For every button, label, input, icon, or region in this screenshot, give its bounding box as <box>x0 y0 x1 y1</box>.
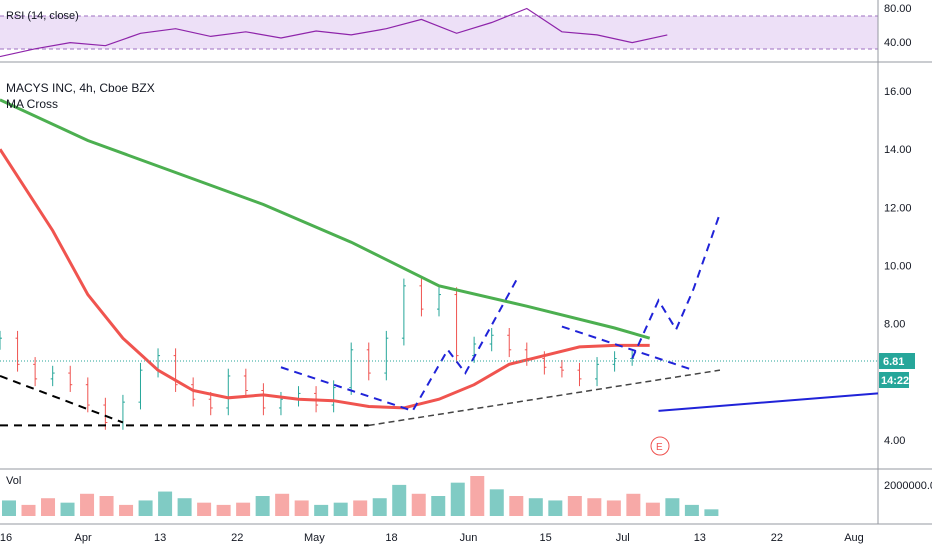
price-tick-label: 10.00 <box>884 261 912 273</box>
time-axis-label: 15 <box>540 532 552 544</box>
time-axis-label: 13 <box>154 532 166 544</box>
rsi-label: RSI (14, close) <box>6 10 79 22</box>
rsi-band <box>0 16 878 49</box>
time-axis-label: May <box>304 532 325 544</box>
volume-bar <box>509 496 524 516</box>
volume-bar <box>392 484 407 516</box>
volume-bar <box>470 476 485 516</box>
earnings-marker-label: E <box>656 442 663 453</box>
rsi-line-group <box>0 7 668 58</box>
ma-slow-line <box>0 98 651 340</box>
volume-bar <box>626 493 641 516</box>
volume-bar <box>353 500 368 516</box>
time-axis-label: 13 <box>694 532 706 544</box>
volume-bar <box>684 504 699 516</box>
countdown-badge <box>879 372 909 388</box>
last-price-text: 6.81 <box>883 356 904 368</box>
time-axis-label: Jun <box>460 532 478 544</box>
volume-bar <box>197 502 212 516</box>
volume-bar <box>567 496 582 516</box>
volume-bar <box>333 502 348 516</box>
volume-bar <box>528 498 543 516</box>
time-axis-label: Apr <box>75 532 92 544</box>
rsi-tick-40: 40.00 <box>884 37 912 49</box>
ma-fast-line <box>0 148 650 410</box>
solid-trend-line <box>658 392 879 412</box>
rsi-line <box>0 7 668 58</box>
volume-bar <box>99 496 114 516</box>
volume-bar <box>119 504 134 516</box>
volume-bar <box>177 498 192 516</box>
volume-bar <box>704 509 719 516</box>
price-tick-label: 8.00 <box>884 319 905 331</box>
volume-bar <box>80 493 95 516</box>
volume-bar <box>2 500 16 516</box>
volume-bar <box>236 502 251 516</box>
volume-bar <box>665 498 680 516</box>
ma-cross-label[interactable]: MA Cross <box>6 97 58 111</box>
time-axis-label: 16 <box>0 532 12 544</box>
volume-bar <box>275 493 290 516</box>
volume-bar <box>489 489 504 516</box>
volume-bar <box>450 482 465 516</box>
moving-averages <box>0 98 651 410</box>
time-axis-label: 22 <box>771 532 783 544</box>
falling-dashed-line <box>561 325 694 372</box>
volume-bar <box>60 502 75 516</box>
ohlc-bars <box>0 278 635 430</box>
price-tick-label: 16.00 <box>884 86 912 98</box>
left-dashed-line <box>0 375 124 424</box>
time-axis-label: Jul <box>616 532 630 544</box>
volume-bar <box>411 493 426 516</box>
volume-bar <box>216 504 231 516</box>
volume-bar <box>158 491 173 516</box>
earnings-marker[interactable] <box>650 436 670 456</box>
volume-bar <box>645 502 660 516</box>
last-price-badge <box>879 353 915 369</box>
volume-bar <box>314 504 329 516</box>
time-axis-label: Aug <box>844 532 864 544</box>
rsi-tick-80: 80.00 <box>884 3 912 15</box>
volume-label: Vol <box>6 475 21 487</box>
time-axis-label: 22 <box>231 532 243 544</box>
volume-bar <box>587 498 602 516</box>
symbol-label[interactable]: MACYS INC, 4h, Cboe BZX <box>6 81 155 95</box>
rising-support-line <box>368 369 721 427</box>
volume-bar <box>548 500 563 516</box>
countdown-text: 14:22 <box>881 375 909 387</box>
volume-bar <box>606 500 621 516</box>
price-tick-label: 4.00 <box>884 435 905 447</box>
volume-bar <box>372 498 387 516</box>
volume-bars <box>2 476 719 516</box>
volume-bar <box>255 496 270 516</box>
price-tick-label: 12.00 <box>884 202 912 214</box>
drawings[interactable] <box>0 212 879 427</box>
volume-bar <box>431 496 446 516</box>
time-axis[interactable]: 16 Apr 13 22 May 18 Jun 15 Jul 13 22 Aug <box>0 532 864 544</box>
time-axis-label: 18 <box>385 532 397 544</box>
price-tick-label: 14.00 <box>884 144 912 156</box>
volume-bar <box>294 500 309 516</box>
projection-up-line <box>631 212 721 359</box>
volume-bar <box>41 498 56 516</box>
volume-bar <box>21 504 36 516</box>
volume-tick: 2000000.00 <box>884 480 932 492</box>
volume-bar <box>138 500 153 516</box>
